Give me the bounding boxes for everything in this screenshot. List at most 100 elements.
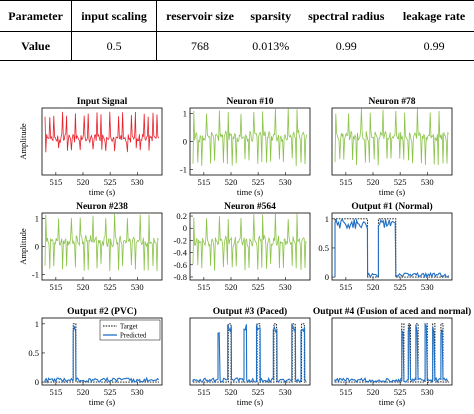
- value-sparsity: 0.013%: [243, 31, 299, 61]
- y-tick-label: 0.5: [318, 243, 329, 253]
- y-tick-label: -1: [180, 164, 187, 174]
- x-tick-label: 520: [367, 387, 380, 397]
- target-line: [45, 323, 159, 383]
- value-reservoir-size: 768: [156, 31, 244, 61]
- legend-predicted-label: Predicted: [120, 332, 147, 340]
- x-tick-label: 525: [104, 282, 117, 292]
- y-axis-label: Amplitude: [18, 123, 28, 160]
- header-leakage-rate: leakage rate: [394, 0, 474, 32]
- plot-area: [334, 108, 449, 166]
- plot-area: [44, 111, 159, 153]
- x-tick-label: 530: [421, 387, 434, 397]
- plot-area: [334, 322, 449, 384]
- x-tick-label: 515: [197, 282, 210, 292]
- x-tick-label: 525: [394, 387, 407, 397]
- target-line: [334, 218, 449, 278]
- x-axis-label: time (s): [237, 397, 263, 407]
- predicted-line: [334, 322, 449, 384]
- y-tick-label: -0.6: [174, 260, 187, 270]
- predicted-line: [44, 326, 160, 384]
- row-label-value: Value: [0, 31, 73, 61]
- y-tick-label: 0.5: [28, 348, 39, 358]
- y-tick-label: 0: [325, 272, 329, 282]
- x-tick-label: 515: [49, 177, 62, 187]
- plot-panel-6: Output #1 (Normal) 515 520 525 530 0 0.5 1: [318, 201, 453, 292]
- x-tick-label: 525: [104, 387, 117, 397]
- plot-panel-8: Output #3 (Paced) 515 520 525 530 time (s): [189, 306, 311, 407]
- neuron-activation-line: [334, 108, 449, 166]
- plot-area: [44, 323, 160, 384]
- header-spectral-radius: spectral radius: [298, 0, 395, 32]
- y-tick-label: -0.8: [174, 272, 187, 282]
- header-reservoir-size: reservoir size: [156, 0, 244, 32]
- y-tick-label: 0: [35, 242, 39, 252]
- plot-title: Neuron #10: [226, 97, 273, 107]
- plot-frame: [331, 107, 453, 176]
- plot-title: Input Signal: [77, 97, 128, 107]
- y-tick-label: 1: [325, 214, 329, 224]
- x-axis-label: time (s): [237, 187, 263, 197]
- x-tick-label: 520: [225, 387, 238, 397]
- x-tick-label: 520: [367, 282, 380, 292]
- legend-target-label: Target: [120, 323, 138, 331]
- x-tick-label: 530: [131, 282, 144, 292]
- x-axis-label: time (s): [89, 397, 115, 407]
- header-sparsity: sparsity: [243, 0, 299, 32]
- plot-title: Output #4 (Fusion of aced and normal): [313, 306, 471, 317]
- neuron-activation-line: [192, 108, 307, 167]
- x-tick-label: 530: [279, 177, 292, 187]
- plot-area: [192, 108, 307, 167]
- predicted-line: [192, 322, 307, 384]
- plot-panel-5: Neuron #564 515 520 525 530 0.2 0 -0.2 -0.4 -0.6 -…: [174, 202, 311, 292]
- plot-frame: [331, 317, 453, 386]
- target-line: [193, 323, 307, 383]
- x-tick-label: 520: [367, 177, 380, 187]
- x-tick-label: 515: [339, 387, 352, 397]
- value-input-scaling: 0.5: [71, 31, 157, 61]
- neuron-activation-line: [44, 213, 159, 272]
- x-axis-label: time (s): [89, 187, 115, 197]
- plot-panel-7: Output #2 (PVC) 515 520 525 530 0 0.5 1 time (s)…: [28, 306, 163, 407]
- x-tick-label: 525: [394, 177, 407, 187]
- plot-area: [44, 213, 159, 272]
- x-tick-label: 515: [49, 282, 62, 292]
- plot-frame: [189, 212, 311, 281]
- y-tick-label: 1: [35, 319, 39, 329]
- plot-frame: [189, 317, 311, 386]
- neuron-activation-line: [192, 213, 307, 271]
- y-tick-label: 0: [183, 223, 187, 233]
- y-tick-label: -0.4: [174, 248, 188, 258]
- x-axis-label: time (s): [379, 397, 405, 407]
- x-tick-label: 530: [131, 387, 144, 397]
- y-axis-label: Amplitude: [18, 228, 28, 265]
- x-tick-label: 530: [279, 387, 292, 397]
- header-parameter: Parameter: [0, 0, 73, 32]
- plot-title: Neuron #78: [368, 97, 415, 107]
- x-tick-label: 520: [225, 282, 238, 292]
- x-tick-label: 515: [339, 177, 352, 187]
- x-tick-label: 515: [339, 282, 352, 292]
- plot-frame: [189, 107, 311, 176]
- header-input-scaling: input scaling: [71, 0, 157, 32]
- plot-panel-4: Neuron #238 515 520 525 530 -1 0 1 Amplitude: [18, 202, 163, 292]
- x-tick-label: 515: [197, 387, 210, 397]
- x-tick-label: 525: [104, 177, 117, 187]
- x-tick-label: 530: [279, 282, 292, 292]
- plot-frame: [41, 317, 163, 386]
- x-tick-label: 520: [77, 177, 90, 187]
- parameter-table-values: Value 0.5 768 0.013% 0.99 0.99: [0, 31, 474, 61]
- predicted-line: [334, 217, 450, 279]
- x-tick-label: 520: [225, 177, 238, 187]
- value-leakage-rate: 0.99: [394, 31, 474, 61]
- plot-frame: [331, 212, 453, 281]
- x-tick-label: 530: [421, 282, 434, 292]
- plot-area: [334, 217, 450, 279]
- x-tick-label: 525: [252, 387, 265, 397]
- x-tick-label: 525: [252, 177, 265, 187]
- y-tick-label: 1: [35, 214, 39, 224]
- parameter-table-header: Parameter input scaling reservoir size s…: [0, 0, 474, 32]
- x-tick-label: 530: [131, 177, 144, 187]
- plot-title: Neuron #564: [224, 202, 276, 212]
